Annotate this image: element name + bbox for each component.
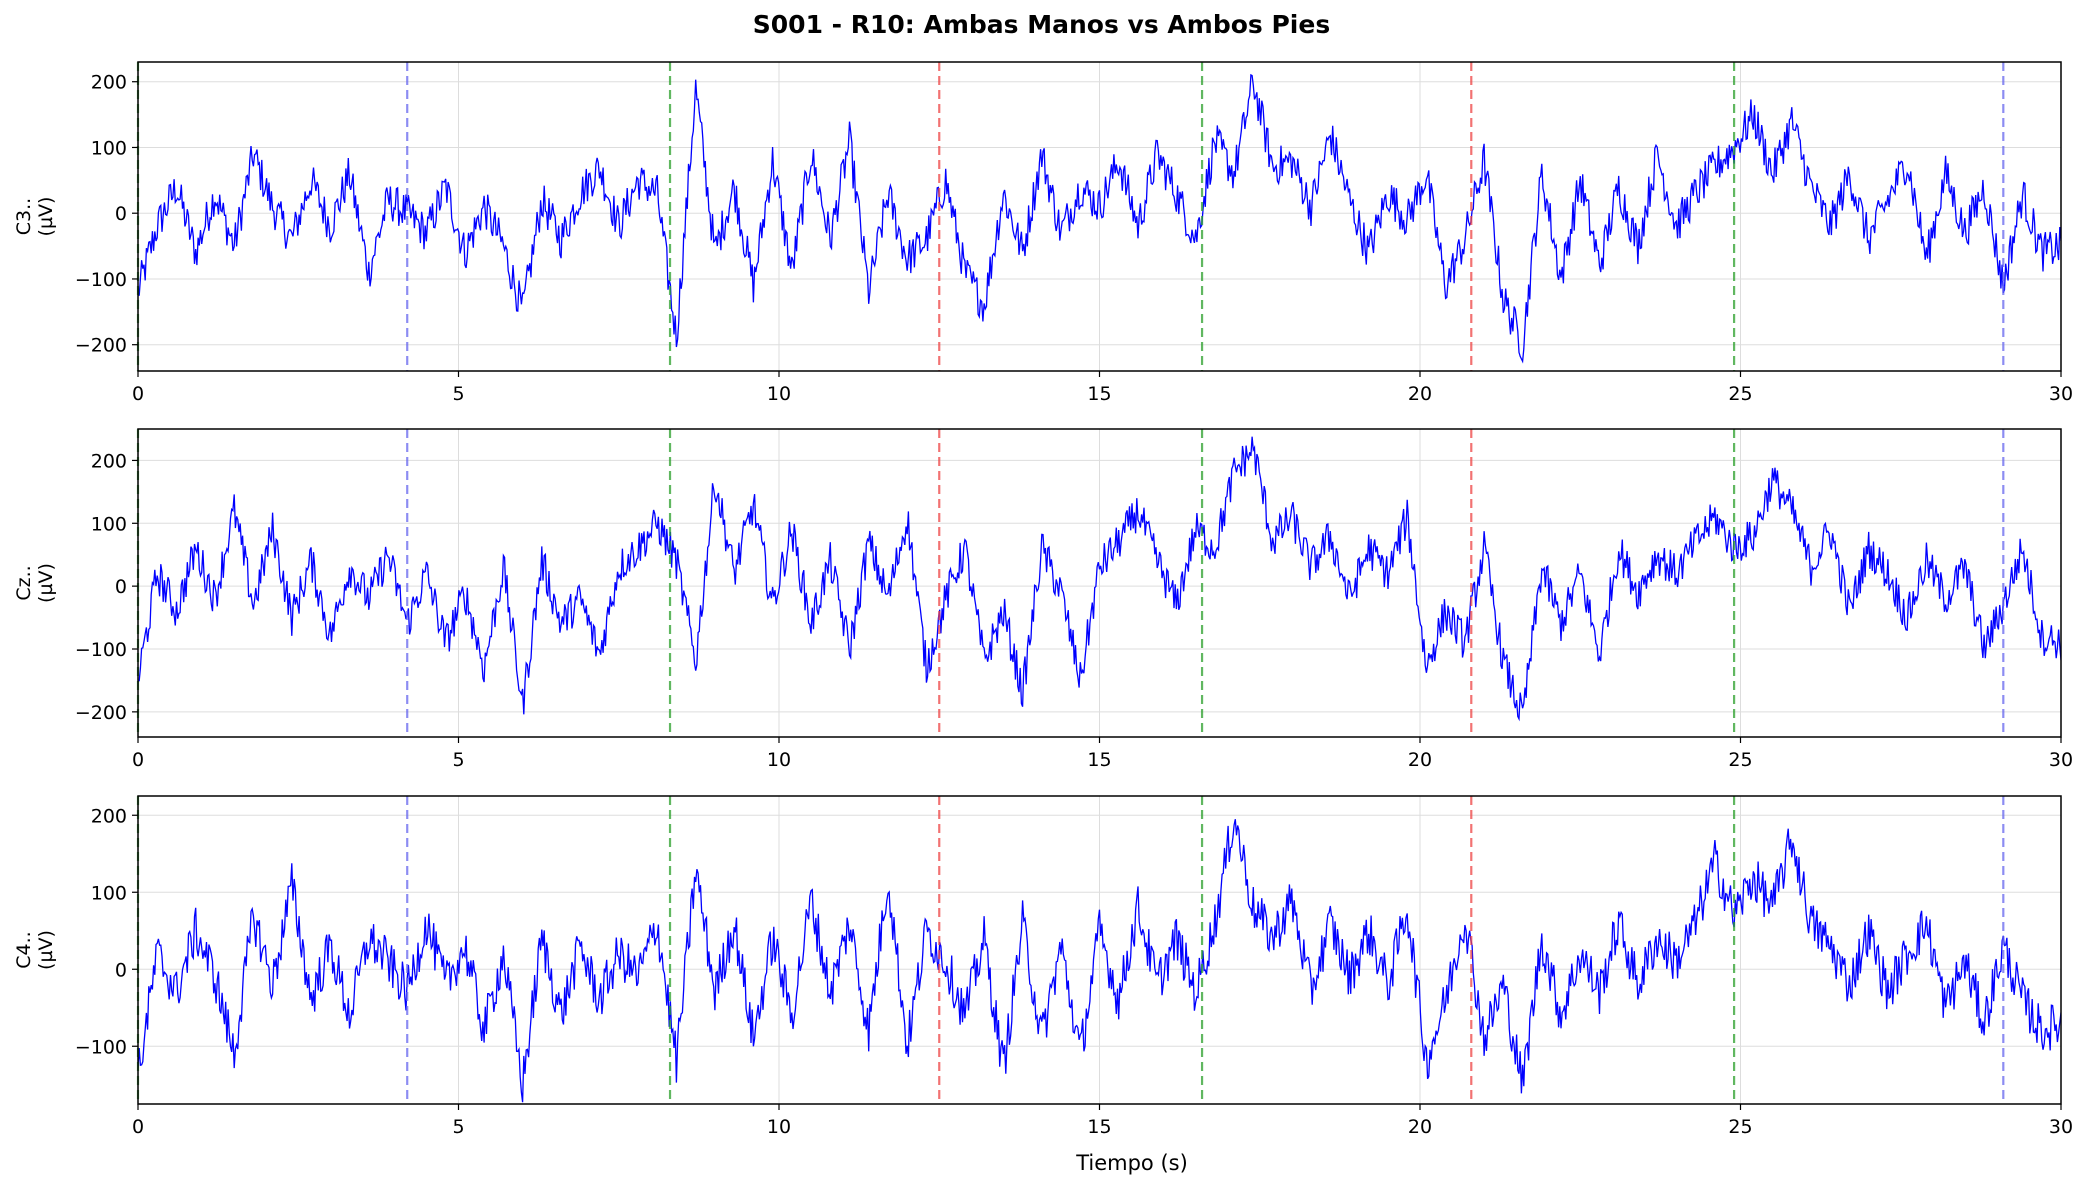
x-axis-label: Tiempo (s) [1075, 1151, 1188, 1175]
y-tick-label: −100 [75, 639, 127, 661]
y-axis-unit-label: (µV) [35, 563, 57, 603]
y-tick-label: 0 [115, 576, 127, 598]
x-tick-label: 0 [132, 749, 144, 771]
x-tick-label: 30 [2049, 749, 2073, 771]
x-tick-label: 30 [2049, 1116, 2073, 1138]
panel-3: −100 0 100 200 0 5 10 15 20 25 30 C4.. (µV) [13, 795, 2073, 1138]
x-tick-label: 25 [1728, 749, 1752, 771]
y-tick-label: −200 [75, 335, 127, 357]
y-tick-label: 200 [91, 450, 127, 472]
x-tick-label: 5 [452, 1116, 464, 1138]
y-tick-label: 100 [91, 513, 127, 535]
x-tick-label: 15 [1087, 1116, 1111, 1138]
x-tick-label: 25 [1728, 383, 1752, 405]
panel-1: −200 −100 0 100 200 0 5 10 15 20 25 30 C3.. (µV) [13, 61, 2073, 405]
y-tick-label: −200 [75, 702, 127, 724]
chart-title: S001 - R10: Ambas Manos vs Ambos Pies [752, 10, 1331, 39]
y-tick-label: 0 [115, 203, 127, 225]
y-axis-channel-label: Cz.. [13, 565, 35, 600]
x-tick-label: 0 [132, 383, 144, 405]
x-tick-label: 5 [452, 383, 464, 405]
x-tick-label: 15 [1087, 383, 1111, 405]
y-tick-label: 0 [115, 959, 127, 981]
y-axis-unit-label: (µV) [35, 197, 57, 237]
x-tick-label: 5 [452, 749, 464, 771]
x-tick-label: 25 [1728, 1116, 1752, 1138]
x-tick-label: 15 [1087, 749, 1111, 771]
x-tick-label: 0 [132, 1116, 144, 1138]
x-tick-label: 20 [1408, 749, 1432, 771]
signal-line-C4 [138, 819, 2061, 1103]
x-tick-label: 10 [767, 1116, 791, 1138]
y-axis-unit-label: (µV) [35, 930, 57, 970]
x-tick-label: 30 [2049, 383, 2073, 405]
y-tick-label: 200 [91, 805, 127, 827]
y-tick-label: −100 [75, 269, 127, 291]
y-tick-label: 100 [91, 882, 127, 904]
signal-line-C3 [138, 73, 2061, 364]
signal-line-Cz [138, 436, 2061, 722]
x-tick-label: 10 [767, 749, 791, 771]
y-tick-label: 200 [91, 72, 127, 94]
y-axis-channel-label: C4.. [13, 931, 35, 968]
y-axis-channel-label: C3.. [13, 198, 35, 235]
y-tick-label: 100 [91, 137, 127, 159]
y-tick-label: −100 [75, 1036, 127, 1058]
x-tick-label: 20 [1408, 383, 1432, 405]
x-tick-label: 10 [767, 383, 791, 405]
x-tick-label: 20 [1408, 1116, 1432, 1138]
panel-2: −200 −100 0 100 200 0 5 10 15 20 25 30 Cz.. (µV) [13, 428, 2073, 771]
